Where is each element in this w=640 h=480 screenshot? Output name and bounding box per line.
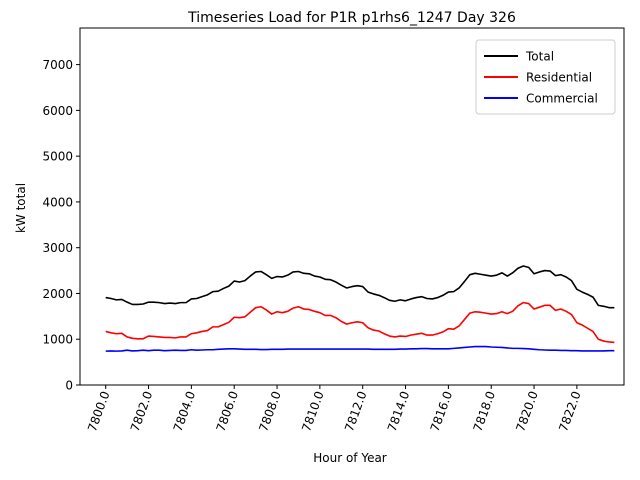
y-tick-label: 5000 xyxy=(42,150,73,164)
y-tick-label: 7000 xyxy=(42,58,73,72)
series-layer xyxy=(105,265,615,352)
plot-frame xyxy=(79,27,625,386)
y-tick-label: 6000 xyxy=(42,104,73,118)
series-line-residential xyxy=(105,301,615,344)
y-tick-label: 0 xyxy=(65,379,73,393)
legend-label-residential: Residential xyxy=(526,71,592,85)
y-axis-label: kW total xyxy=(14,183,28,233)
chart-title: Timeseries Load for P1R p1rhs6_1247 Day … xyxy=(187,10,516,26)
legend-box xyxy=(475,39,616,115)
y-tick-label: 3000 xyxy=(42,241,73,255)
y-tick-label: 4000 xyxy=(42,195,73,209)
y-tick-label: 2000 xyxy=(42,287,73,301)
legend-label-total: Total xyxy=(525,50,554,64)
series-line-commercial xyxy=(105,345,615,352)
y-tick-label: 1000 xyxy=(42,333,73,347)
legend: Total Residential Commercial xyxy=(475,39,616,115)
series-line-total xyxy=(105,265,615,309)
legend-label-commercial: Commercial xyxy=(526,92,598,106)
x-axis-label: Hour of Year xyxy=(313,451,387,465)
